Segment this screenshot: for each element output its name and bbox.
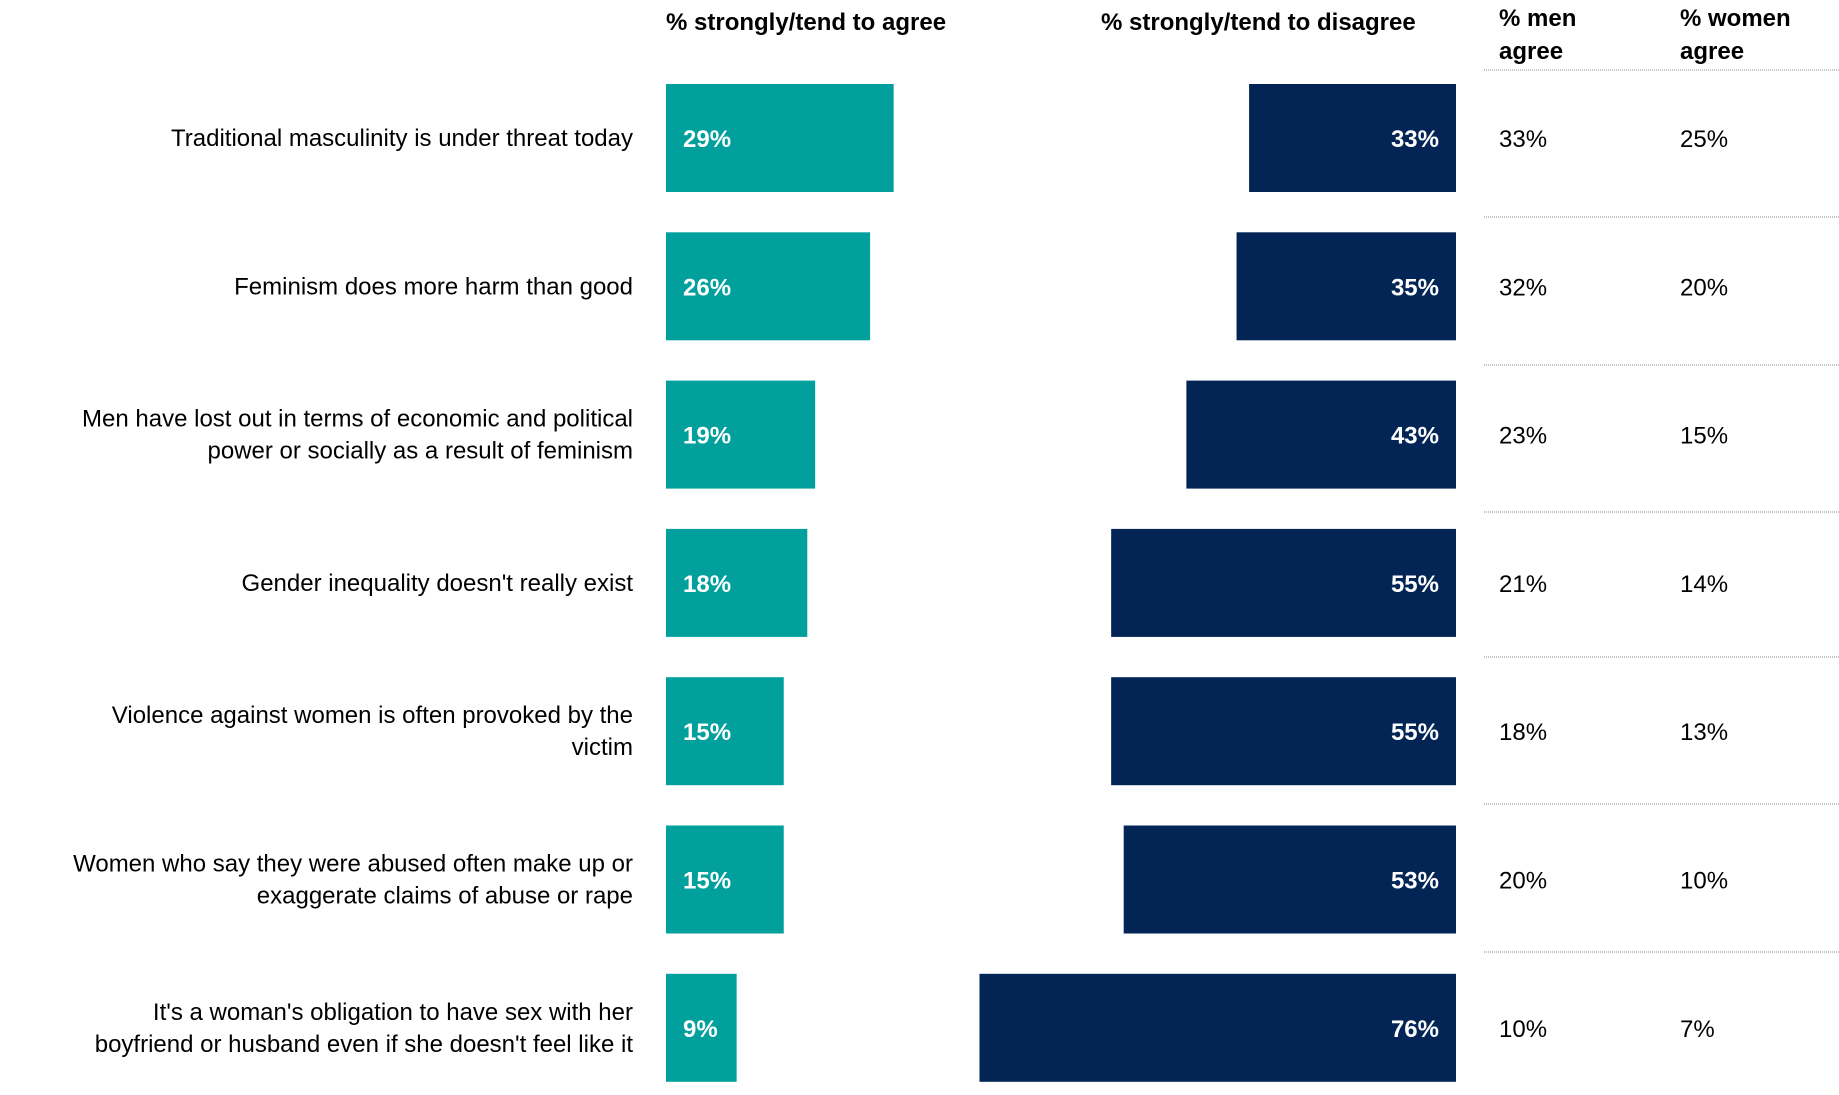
category-label: Feminism does more harm than good bbox=[234, 273, 633, 300]
category-label: Gender inequality doesn't really exist bbox=[242, 570, 634, 597]
category-label: It's a woman's obligation to have sex wi… bbox=[153, 999, 633, 1026]
disagree-bar bbox=[1123, 825, 1456, 934]
category-label: exaggerate claims of abuse or rape bbox=[257, 883, 633, 910]
men-agree-value: 32% bbox=[1499, 274, 1547, 301]
agree-bar bbox=[666, 380, 816, 489]
disagree-data-label: 35% bbox=[1391, 274, 1439, 301]
disagree-data-label: 53% bbox=[1391, 868, 1439, 895]
disagree-data-label: 55% bbox=[1391, 571, 1439, 598]
category-label: Women who say they were abused often mak… bbox=[73, 851, 633, 878]
category-label: Violence against women is often provoked… bbox=[112, 702, 633, 729]
disagree-bar bbox=[1111, 677, 1456, 786]
disagree-data-label: 55% bbox=[1391, 719, 1439, 746]
women-agree-header-line-1: % women bbox=[1680, 5, 1791, 32]
women-agree-value: 25% bbox=[1680, 126, 1728, 153]
disagree-column-header: % strongly/tend to disagree bbox=[1101, 9, 1416, 36]
women-agree-value: 13% bbox=[1680, 719, 1728, 746]
disagree-data-label: 76% bbox=[1391, 1016, 1439, 1043]
men-agree-header-line-2: agree bbox=[1499, 38, 1564, 65]
agree-bar bbox=[666, 232, 871, 341]
agree-bar bbox=[666, 973, 737, 1082]
agree-data-label: 29% bbox=[683, 126, 731, 153]
disagree-bar bbox=[1186, 380, 1456, 489]
category-label: victim bbox=[572, 734, 633, 761]
agree-bar bbox=[666, 528, 808, 637]
women-agree-header-line-2: agree bbox=[1680, 38, 1745, 65]
disagree-bar bbox=[1111, 528, 1456, 637]
agree-bar bbox=[666, 677, 784, 786]
agree-column-header: % strongly/tend to agree bbox=[666, 9, 947, 36]
disagree-bar bbox=[979, 973, 1456, 1082]
women-agree-value: 10% bbox=[1680, 868, 1728, 895]
women-agree-header: % women agree bbox=[1680, 2, 1830, 68]
category-label: power or socially as a result of feminis… bbox=[208, 438, 633, 465]
agree-data-label: 15% bbox=[683, 719, 731, 746]
agree-data-label: 15% bbox=[683, 868, 731, 895]
agree-data-label: 18% bbox=[683, 571, 731, 598]
women-agree-value: 7% bbox=[1680, 1016, 1715, 1043]
disagree-bar bbox=[1249, 84, 1456, 192]
men-agree-value: 18% bbox=[1499, 719, 1547, 746]
men-agree-value: 23% bbox=[1499, 423, 1547, 450]
agree-data-label: 26% bbox=[683, 274, 731, 301]
men-agree-value: 33% bbox=[1499, 126, 1547, 153]
men-agree-value: 10% bbox=[1499, 1016, 1547, 1043]
agree-bar bbox=[666, 825, 784, 934]
women-agree-value: 20% bbox=[1680, 274, 1728, 301]
disagree-bar bbox=[1236, 232, 1456, 341]
men-agree-header-line-1: % men bbox=[1499, 5, 1577, 32]
disagree-data-label: 43% bbox=[1391, 423, 1439, 450]
women-agree-value: 15% bbox=[1680, 423, 1728, 450]
men-agree-value: 21% bbox=[1499, 571, 1547, 598]
men-agree-header: % men agree bbox=[1499, 2, 1649, 68]
agree-data-label: 9% bbox=[683, 1016, 718, 1043]
men-agree-value: 20% bbox=[1499, 868, 1547, 895]
women-agree-value: 14% bbox=[1680, 571, 1728, 598]
category-label: Men have lost out in terms of economic a… bbox=[82, 406, 633, 433]
category-label: boyfriend or husband even if she doesn't… bbox=[95, 1031, 634, 1058]
agree-data-label: 19% bbox=[683, 423, 731, 450]
category-label: Traditional masculinity is under threat … bbox=[171, 125, 633, 152]
agree-bar bbox=[666, 84, 894, 192]
disagree-data-label: 33% bbox=[1391, 126, 1439, 153]
